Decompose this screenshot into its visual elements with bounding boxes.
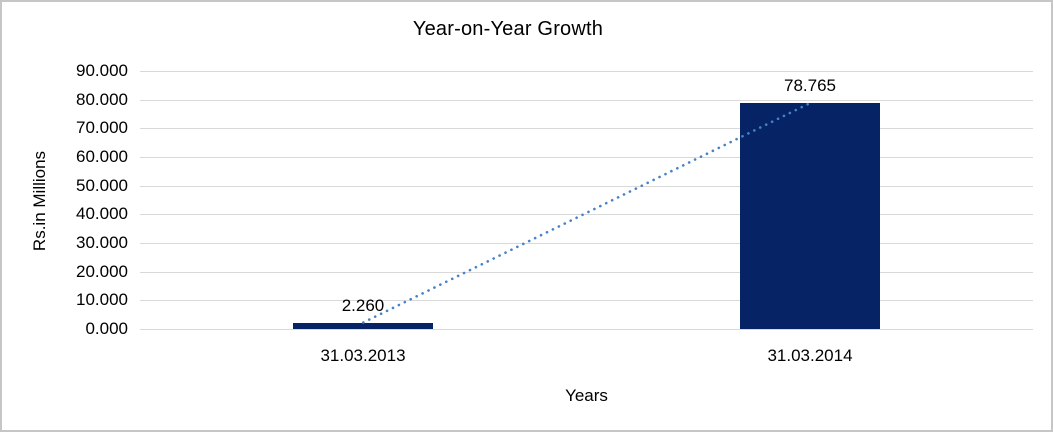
gridline	[140, 329, 1033, 330]
gridline	[140, 243, 1033, 244]
gridline	[140, 186, 1033, 187]
bar-value-label: 2.260	[341, 296, 385, 315]
y-tick-label: 0.000	[85, 319, 128, 338]
gridline	[140, 272, 1033, 273]
gridline	[140, 71, 1033, 72]
chart-title: Year-on-Year Growth	[412, 18, 604, 40]
bar	[293, 323, 433, 329]
plot-area	[140, 71, 1033, 330]
y-tick-label: 60.000	[76, 147, 128, 166]
y-tick-label: 50.000	[76, 176, 128, 195]
y-tick-label: 70.000	[76, 118, 128, 137]
gridline	[140, 214, 1033, 215]
gridline	[140, 128, 1033, 129]
y-tick-label: 40.000	[76, 204, 128, 223]
gridline	[140, 157, 1033, 158]
y-tick-label: 80.000	[76, 90, 128, 109]
x-category-label: 31.03.2014	[767, 346, 853, 365]
y-tick-label: 10.000	[76, 290, 128, 309]
bar	[740, 103, 880, 329]
gridline	[140, 100, 1033, 101]
x-axis-title: Years	[565, 386, 608, 405]
x-category-label: 31.03.2013	[320, 346, 406, 365]
y-tick-label: 30.000	[76, 233, 128, 252]
y-tick-label: 20.000	[76, 262, 128, 281]
bar-value-label: 78.765	[784, 76, 836, 95]
y-tick-label: 90.000	[76, 61, 128, 80]
